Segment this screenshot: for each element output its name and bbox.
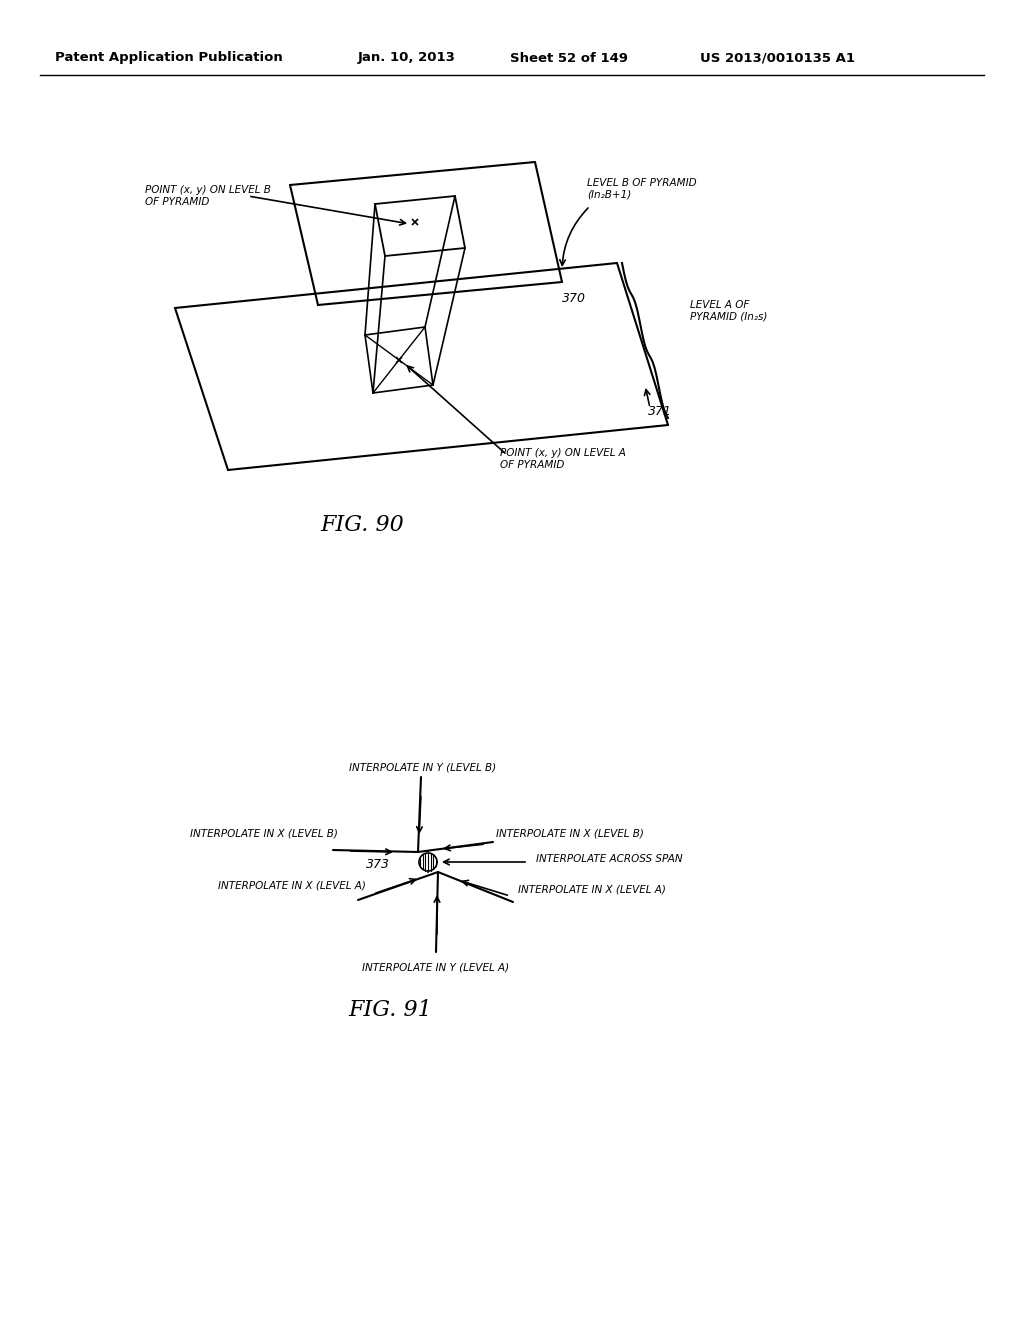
Text: POINT (x, y) ON LEVEL A
OF PYRAMID: POINT (x, y) ON LEVEL A OF PYRAMID [500, 447, 626, 470]
Text: LEVEL B OF PYRAMID
(In₂B+1): LEVEL B OF PYRAMID (In₂B+1) [587, 178, 696, 199]
Text: INTERPOLATE IN Y (LEVEL A): INTERPOLATE IN Y (LEVEL A) [362, 962, 510, 972]
Text: INTERPOLATE IN Y (LEVEL B): INTERPOLATE IN Y (LEVEL B) [349, 762, 497, 772]
Text: INTERPOLATE IN X (LEVEL B): INTERPOLATE IN X (LEVEL B) [496, 829, 644, 840]
Text: INTERPOLATE IN X (LEVEL A): INTERPOLATE IN X (LEVEL A) [218, 880, 366, 891]
Text: Jan. 10, 2013: Jan. 10, 2013 [358, 51, 456, 65]
Text: Patent Application Publication: Patent Application Publication [55, 51, 283, 65]
Text: FIG. 90: FIG. 90 [321, 513, 403, 536]
Text: 370: 370 [562, 292, 586, 305]
Text: 373: 373 [366, 858, 390, 870]
Text: Sheet 52 of 149: Sheet 52 of 149 [510, 51, 628, 65]
Text: US 2013/0010135 A1: US 2013/0010135 A1 [700, 51, 855, 65]
Text: POINT (x, y) ON LEVEL B
OF PYRAMID: POINT (x, y) ON LEVEL B OF PYRAMID [145, 185, 271, 207]
Text: 371: 371 [648, 405, 672, 418]
Text: INTERPOLATE IN X (LEVEL B): INTERPOLATE IN X (LEVEL B) [190, 829, 338, 840]
Text: FIG. 91: FIG. 91 [348, 999, 432, 1020]
Polygon shape [419, 853, 437, 871]
Text: INTERPOLATE IN X (LEVEL A): INTERPOLATE IN X (LEVEL A) [518, 884, 666, 895]
Text: LEVEL A OF
PYRAMID (In₂s): LEVEL A OF PYRAMID (In₂s) [690, 300, 767, 322]
Text: INTERPOLATE ACROSS SPAN: INTERPOLATE ACROSS SPAN [536, 854, 683, 865]
